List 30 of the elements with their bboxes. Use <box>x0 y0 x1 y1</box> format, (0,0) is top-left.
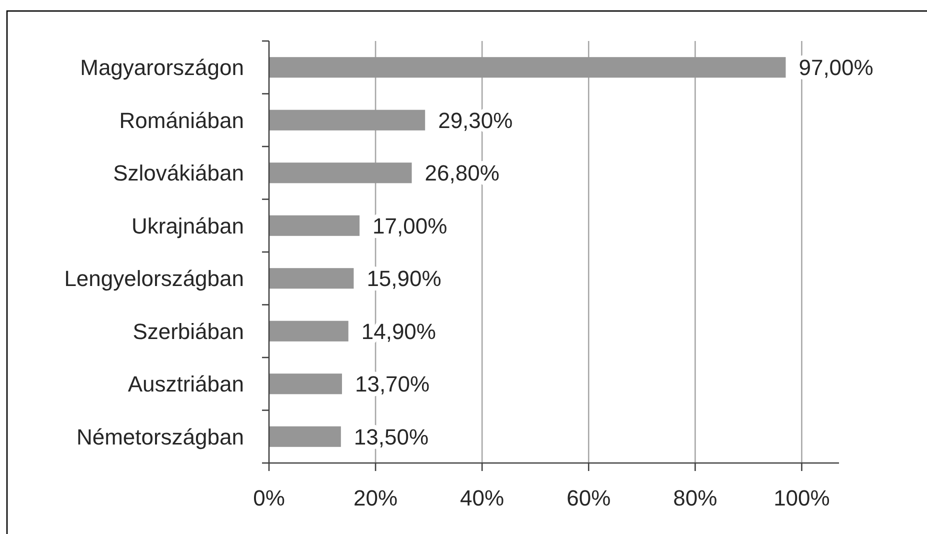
bar <box>269 215 360 236</box>
data-label: 17,00% <box>372 213 448 238</box>
bar <box>269 57 786 78</box>
y-tick-label: Szlovákiában <box>113 160 244 186</box>
y-tick-label: Németországban <box>76 424 244 450</box>
data-label: 97,00% <box>798 55 874 80</box>
y-tick-label: Ukrajnában <box>131 213 244 238</box>
data-label: 14,90% <box>361 318 436 344</box>
data-label: 29,30% <box>438 108 513 133</box>
y-tick-label: Lengyelországban <box>64 266 244 292</box>
x-tick-label: 60% <box>566 486 611 511</box>
y-tick-label: Magyarországon <box>80 55 244 80</box>
data-label: 15,90% <box>366 266 442 292</box>
bar <box>269 162 412 184</box>
bar <box>269 320 348 342</box>
y-tick-label: Ausztriában <box>128 372 244 397</box>
bar <box>269 426 341 447</box>
data-label: 26,80% <box>424 160 500 186</box>
x-tick-label: 40% <box>460 486 504 511</box>
data-label: 13,70% <box>354 372 430 397</box>
y-tick-label: Szerbiában <box>132 318 244 344</box>
x-tick-label: 100% <box>774 486 830 511</box>
bar <box>269 374 342 394</box>
x-tick-label: 80% <box>673 486 718 511</box>
x-tick-label: 20% <box>354 486 398 511</box>
bar <box>269 110 426 130</box>
bar <box>269 268 354 289</box>
data-label: 13,50% <box>354 424 429 450</box>
x-tick-label: 0% <box>253 486 285 511</box>
y-tick-label: Romániában <box>119 108 244 133</box>
